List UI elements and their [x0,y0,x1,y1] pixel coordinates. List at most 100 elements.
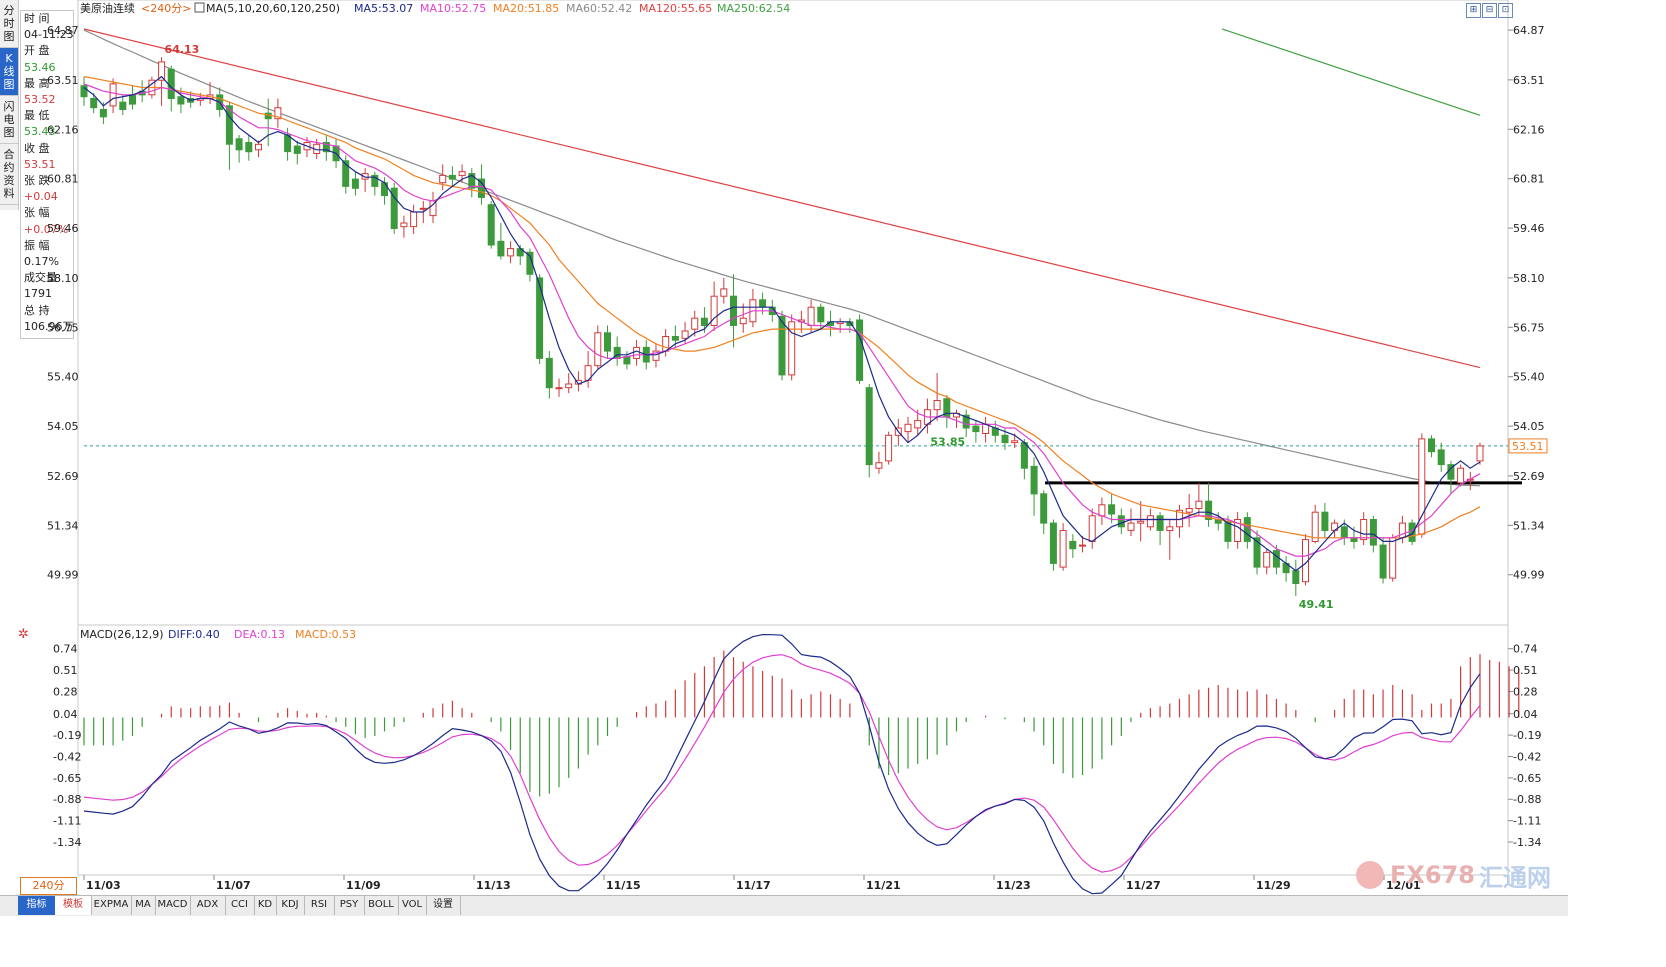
watermark-logo-icon [1356,861,1384,889]
candle-body [458,171,466,176]
candle-body [1195,500,1203,510]
macd-lines [83,633,1481,895]
high-label: 最 高 [24,76,50,90]
indicator-tab[interactable]: KDJ [276,896,305,915]
ma-checkbox-icon[interactable] [194,2,205,13]
ma5-line [83,75,1481,572]
side-tab-bar: 分时图 K线图 闪电图 合约资料 [0,0,19,210]
candle-body [410,211,418,228]
macd-tick-label-left: 0.51 [53,664,78,677]
candle-body [245,142,253,153]
candle-body [1379,544,1387,579]
candle-body [1098,504,1106,517]
candle-body [1243,517,1251,542]
price-tick-label-left: 54.05 [47,420,79,433]
indicator-tab[interactable]: 指标 [18,896,56,915]
indicator-tab[interactable]: KD [254,896,277,915]
candle-body [700,317,708,327]
candle-body [1321,511,1329,532]
macd-tick-label: -1.34 [1513,836,1541,849]
indicator-tab[interactable]: 设置 [426,896,461,915]
candle-body [1292,570,1300,585]
candle-body [1117,515,1125,528]
candle-body [1166,526,1174,531]
tab-flash[interactable]: 闪电图 [0,96,18,144]
candle-body [361,173,369,180]
candle-body [652,350,660,361]
open-interest-label: 总 持 [24,303,50,317]
macd-tick-label-left: -1.34 [53,836,81,849]
indicator-tab[interactable]: MACD [155,896,191,915]
candle-body [255,143,262,151]
candle-body [342,160,350,187]
current-price-label: 53.51 [1512,440,1544,453]
candle-body [555,387,563,390]
zoom-in-icon[interactable]: ⊞ [1466,3,1481,18]
price-tick-label: 62.16 [1513,123,1545,136]
price-tick-label: 60.81 [1513,173,1545,186]
candle-body [1437,449,1445,465]
indicator-tab[interactable]: MA [131,896,156,915]
candle-body [235,138,243,151]
price-tick-label-left: 62.16 [47,123,79,136]
period-selector[interactable]: 240分 [20,877,77,895]
candle-body [99,109,107,118]
price-tick-label: 55.40 [1513,371,1545,384]
indicator-tab[interactable]: CCI [225,896,255,915]
price-tick-label: 58.10 [1513,272,1545,285]
time-tick-label: 11/09 [346,879,381,892]
change-label: 张 跌 [24,174,50,188]
fit-icon[interactable]: ⊡ [1498,3,1513,18]
zoom-toolbar: ⊞ ⊟ ⊡ [1466,2,1514,18]
candle-body [1001,434,1009,444]
low-label: 最 低 [24,109,50,123]
candle-body [158,61,166,81]
candle-body [1108,504,1116,515]
candle-body [739,317,747,325]
time-tick-label: 12/01 [1386,879,1421,892]
legend-ma20: MA20:51.85 [493,2,559,15]
candle-body [284,134,292,153]
candle-body [371,174,379,187]
tab-intraday[interactable]: 分时图 [0,0,18,48]
open-interest-value: 106.96万 [24,319,74,333]
tab-contract-info[interactable]: 合约资料 [0,144,18,205]
macd-histogram [83,650,1520,797]
candle-body [545,357,553,389]
tab-kline[interactable]: K线图 [0,48,18,96]
indicator-tab[interactable]: 模板 [55,896,92,915]
candle-body [865,387,873,466]
indicator-tab[interactable]: EXPMA [91,896,132,915]
candle-body [759,299,767,308]
candle-body [1205,500,1213,521]
candle-body [1020,442,1028,469]
time-tick-label: 11/13 [476,879,511,892]
indicator-tab[interactable]: VOL [398,896,427,915]
macd-tick-label-left: 0.28 [53,685,78,698]
indicator-tab[interactable]: RSI [304,896,335,915]
extreme-label: 49.41 [1299,598,1334,611]
candle-body [293,145,301,154]
short-ma-lines [83,75,1481,572]
candle-body [817,306,825,323]
price-tick-label: 59.46 [1513,222,1545,235]
candle-body [1272,550,1280,568]
indicator-tab[interactable]: ADX [190,896,226,915]
indicator-tab-bar: 指标 模板 EXPMA MA MACD ADX CCI KD KDJ RSI PSY BOLL VOL 设… [0,895,1568,916]
gear-icon[interactable]: ✲ [18,627,29,642]
candle-body [1340,526,1348,539]
indicator-tab[interactable]: PSY [334,896,365,915]
candle-body [788,321,796,376]
chart-canvas[interactable]: 64.87 64.87 63.51 63.51 62.16 62.16 60.81 60.81… [0,0,1568,895]
candle-body [1040,493,1048,524]
candle-body [1137,520,1145,524]
price-tick-label: 63.51 [1513,74,1545,87]
candle-body [885,434,893,462]
indicator-tab[interactable]: BOLL [364,896,399,915]
macd-tick-label-left: 0.04 [53,708,78,721]
zoom-out-icon[interactable]: ⊟ [1482,3,1497,18]
open-value: 53.46 [24,60,56,74]
candle-body [1059,530,1067,568]
macd-tick-label: 0.74 [1513,643,1538,656]
candle-body [274,107,282,120]
